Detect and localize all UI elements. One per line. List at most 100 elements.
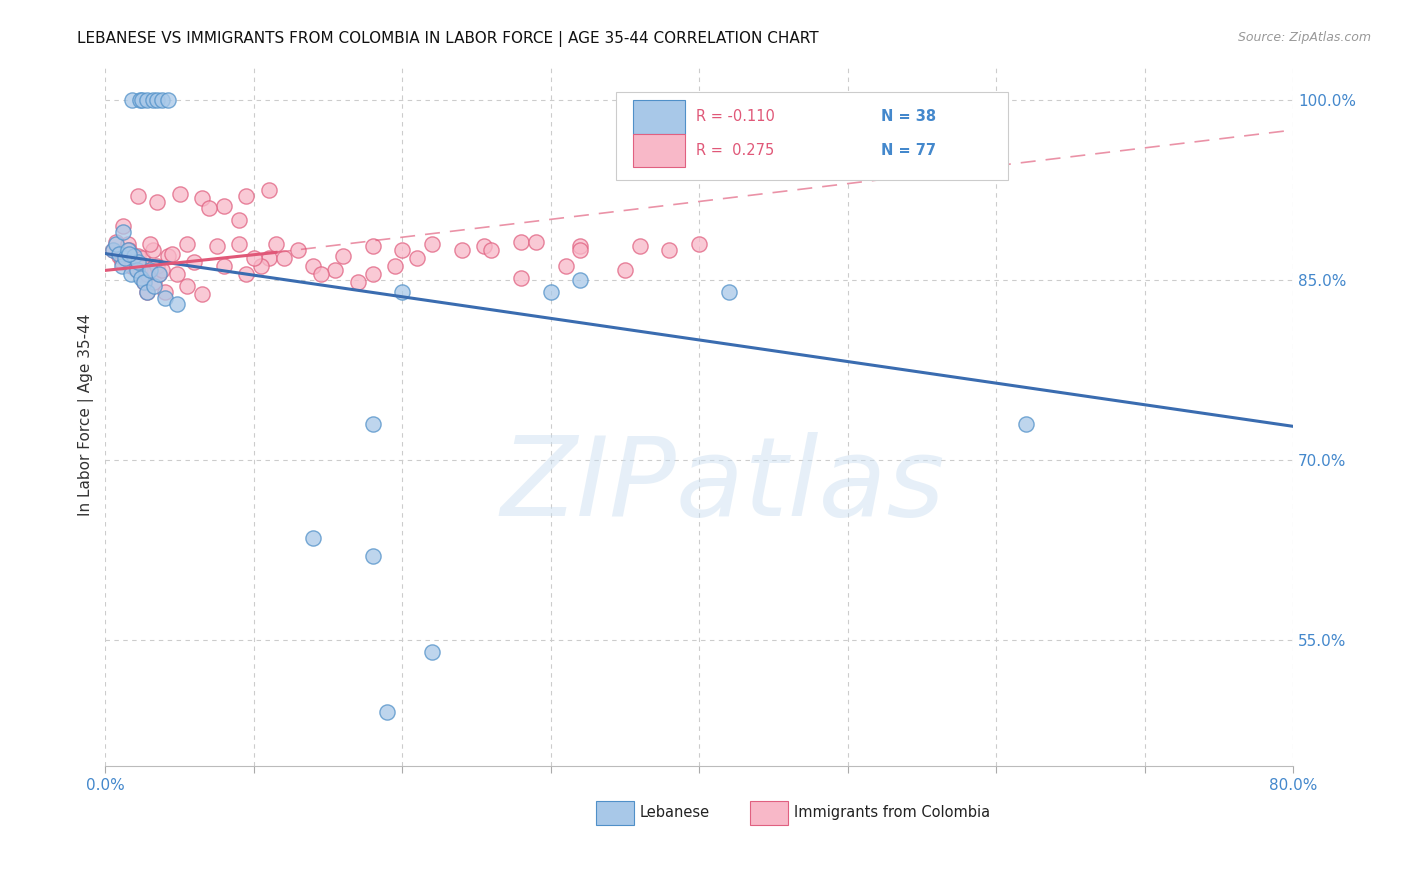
Point	[111, 255, 134, 269]
Text: N = 38: N = 38	[882, 109, 936, 124]
Point	[257, 252, 280, 266]
Point	[128, 93, 150, 107]
Point	[658, 243, 681, 257]
Point	[121, 259, 143, 273]
Point	[309, 267, 332, 281]
Point	[554, 259, 576, 273]
Point	[243, 252, 266, 266]
Text: Immigrants from Colombia: Immigrants from Colombia	[794, 805, 990, 821]
Point	[613, 263, 636, 277]
Point	[112, 225, 135, 239]
Point	[142, 93, 165, 107]
Point	[212, 259, 235, 273]
Point	[117, 237, 139, 252]
Point	[153, 285, 176, 299]
Point	[142, 243, 165, 257]
Point	[132, 276, 155, 290]
Point	[510, 235, 533, 249]
Point	[150, 93, 173, 107]
Point	[125, 263, 148, 277]
Point	[176, 237, 198, 252]
Point	[118, 246, 141, 260]
Point	[391, 285, 413, 299]
Point	[361, 267, 384, 281]
Point	[120, 267, 142, 281]
Text: R = -0.110: R = -0.110	[696, 109, 775, 124]
Text: Lebanese: Lebanese	[640, 805, 710, 821]
Point	[143, 276, 166, 290]
Point	[107, 246, 129, 260]
Point	[377, 705, 399, 719]
Point	[156, 249, 179, 263]
Point	[129, 267, 152, 281]
Point	[131, 93, 153, 107]
Point	[191, 287, 214, 301]
Point	[273, 252, 295, 266]
Point	[143, 279, 166, 293]
Point	[139, 263, 162, 277]
Point	[136, 267, 159, 281]
Point	[136, 93, 159, 107]
Point	[136, 285, 159, 299]
Point	[540, 285, 562, 299]
Point	[131, 252, 153, 266]
Point	[132, 276, 155, 290]
Point	[406, 252, 429, 266]
Point	[361, 549, 384, 563]
Point	[148, 267, 170, 281]
Point	[156, 93, 179, 107]
Point	[287, 243, 309, 257]
FancyBboxPatch shape	[633, 100, 685, 134]
Point	[166, 267, 188, 281]
Point	[302, 531, 325, 545]
Point	[139, 260, 162, 275]
Point	[235, 267, 257, 281]
Point	[257, 183, 280, 197]
Point	[212, 198, 235, 212]
Point	[628, 239, 651, 253]
Point	[510, 270, 533, 285]
Point	[325, 263, 347, 277]
Point	[127, 255, 149, 269]
Text: R =  0.275: R = 0.275	[696, 143, 773, 158]
Point	[420, 237, 443, 252]
Point	[166, 297, 188, 311]
Point	[104, 235, 127, 249]
Y-axis label: In Labor Force | Age 35-44: In Labor Force | Age 35-44	[79, 314, 94, 516]
Point	[118, 243, 141, 257]
Point	[112, 219, 135, 233]
FancyBboxPatch shape	[616, 92, 1008, 180]
Text: ZIPatlas: ZIPatlas	[501, 432, 945, 539]
Point	[569, 239, 592, 253]
Point	[332, 249, 354, 263]
Point	[384, 259, 406, 273]
Point	[114, 246, 136, 260]
Point	[169, 186, 191, 201]
Point	[122, 249, 145, 263]
FancyBboxPatch shape	[751, 801, 789, 825]
Point	[160, 246, 183, 260]
Point	[125, 263, 148, 277]
Point	[101, 243, 124, 257]
Point	[450, 243, 472, 257]
Point	[524, 235, 547, 249]
Point	[183, 255, 205, 269]
Point	[302, 259, 325, 273]
Point	[228, 213, 250, 227]
Point	[146, 93, 169, 107]
Point	[101, 243, 124, 257]
Point	[146, 259, 169, 273]
Point	[1015, 417, 1038, 431]
Point	[150, 263, 173, 277]
Point	[117, 243, 139, 257]
Point	[228, 237, 250, 252]
Point	[121, 93, 143, 107]
Point	[264, 237, 287, 252]
Point	[717, 285, 740, 299]
Point	[472, 239, 495, 253]
Text: LEBANESE VS IMMIGRANTS FROM COLOMBIA IN LABOR FORCE | AGE 35-44 CORRELATION CHAR: LEBANESE VS IMMIGRANTS FROM COLOMBIA IN …	[77, 31, 818, 47]
Point	[688, 237, 710, 252]
Point	[153, 291, 176, 305]
Point	[139, 237, 162, 252]
Point	[127, 249, 149, 263]
